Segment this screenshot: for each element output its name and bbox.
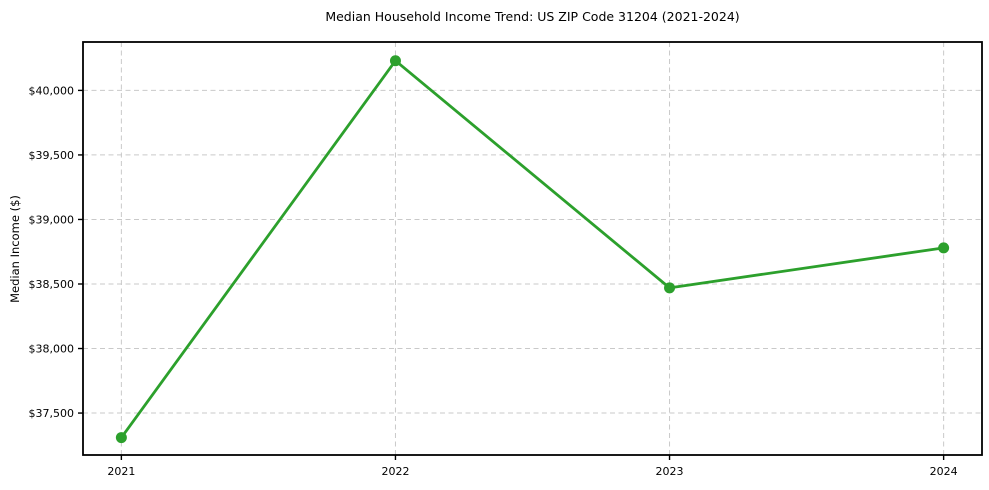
y-tick-label: $39,000	[29, 213, 75, 226]
data-point-marker	[664, 282, 676, 294]
y-tick-label: $39,500	[29, 149, 75, 162]
x-tick-label: 2022	[381, 465, 409, 478]
data-point-marker	[389, 55, 401, 67]
data-point-marker	[115, 432, 127, 444]
y-tick-label: $38,500	[29, 278, 75, 291]
x-tick-label: 2024	[930, 465, 958, 478]
x-tick-label: 2021	[107, 465, 135, 478]
y-tick-label: $40,000	[29, 84, 75, 97]
plot-border	[82, 41, 983, 456]
y-tick-label: $38,000	[29, 343, 75, 356]
income-trend-line	[119, 59, 946, 439]
chart-title: Median Household Income Trend: US ZIP Co…	[325, 9, 740, 24]
x-tick-label: 2023	[656, 465, 684, 478]
data-point-marker	[938, 242, 950, 254]
y-tick-label: $37,500	[29, 407, 75, 420]
